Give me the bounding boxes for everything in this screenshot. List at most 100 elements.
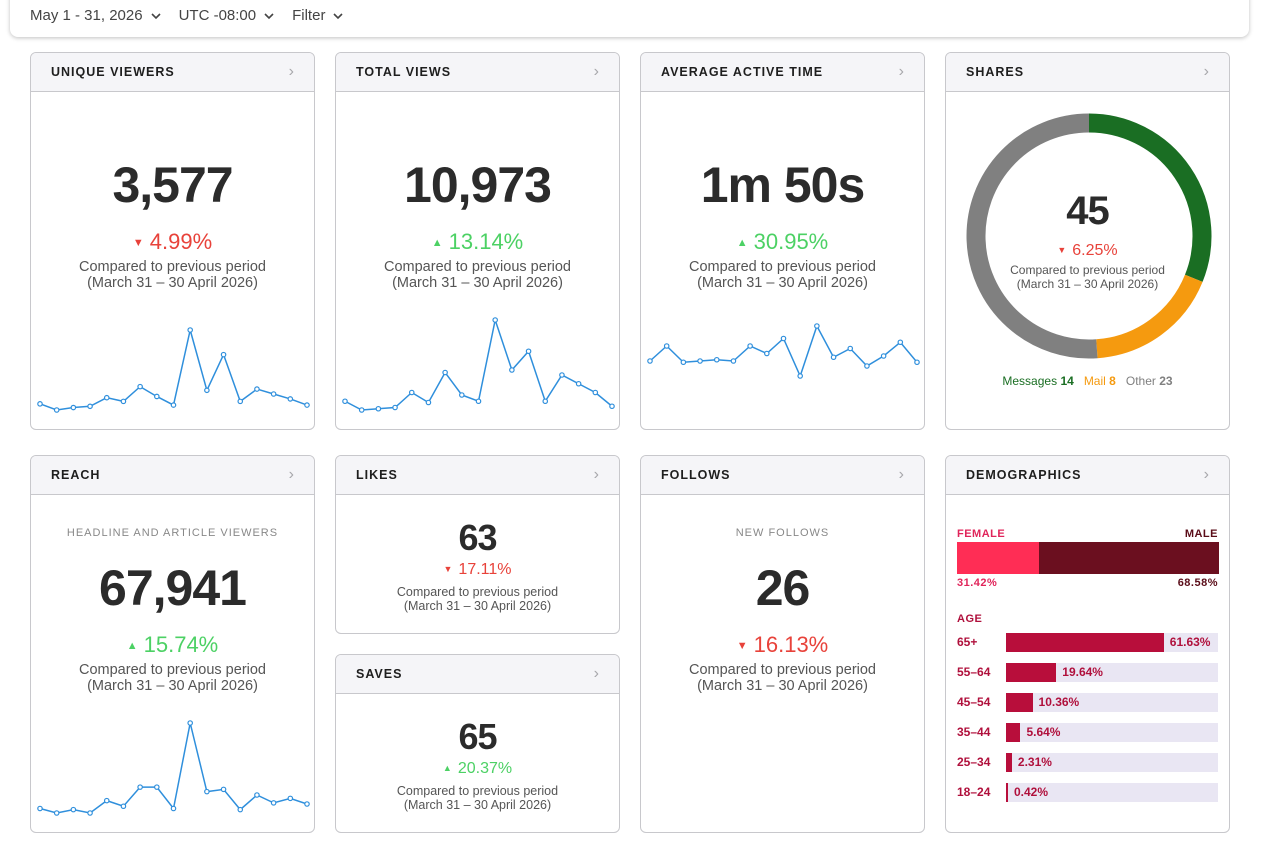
male-label: MALE [1184,528,1218,540]
age-row: 25–34 2.31% [957,752,1218,772]
up-arrow-icon: ▲ [736,237,748,249]
sparkline-point [53,407,60,413]
sparkline-point [204,788,210,795]
sparkline-point [880,353,887,359]
sparkline-point [237,398,244,405]
sparkline-point [70,404,77,411]
sparkline-point [220,786,227,793]
sparkline-point [358,407,365,413]
sparkline-point [87,403,93,410]
card-title: SAVES [356,667,403,681]
chevron-right-icon: › [593,665,599,682]
reach-header[interactable]: REACH › [31,456,314,495]
age-row: 35–44 5.64% [957,722,1218,742]
sparkline-point [442,369,448,376]
donut-slice-messages [1088,113,1212,282]
age-bar-track [1006,633,1218,652]
chevron-right-icon: › [288,63,294,80]
sparkline-point [663,343,670,349]
total-views-value: 10,973 [404,157,552,213]
age-row-label: 45–54 [957,695,991,709]
compare-text: Compared to previous period (March 31 – 3… [396,585,559,613]
age-bar-track [1006,723,1218,742]
filter-dropdown[interactable]: Filter [292,7,344,24]
sparkline-point [37,805,43,812]
chevron-right-icon: › [1203,466,1209,483]
sparkline-point [408,389,415,396]
chevron-right-icon: › [898,466,904,483]
up-arrow-icon: ▲ [431,237,443,249]
sparkline-point [137,383,143,390]
gender-bar [957,542,1219,574]
sparkline-point [237,806,244,813]
chevron-down-icon [151,12,161,19]
timezone-dropdown[interactable]: UTC -08:00 [179,7,275,24]
sparkline-point [780,335,787,342]
sparkline-point [342,398,348,405]
sparkline-point [764,350,770,357]
sparkline-point [425,399,432,406]
age-row-value: 5.64% [1026,725,1061,739]
shares-change: ▼ 6.25% [1057,242,1118,259]
card-title: DEMOGRAPHICS [966,468,1082,482]
sparkline-point [814,323,820,329]
sparkline-point [609,403,615,410]
sparkline-point [37,401,43,407]
saves-header[interactable]: SAVES › [336,655,619,694]
card-title: UNIQUE VIEWERS [51,65,175,79]
age-row-label: 65+ [957,635,978,649]
card-title: LIKES [356,468,398,482]
legend-other: Other 23 [1125,374,1173,388]
sparkline-point [697,358,703,364]
chevron-right-icon: › [288,466,294,483]
sparkline-point [187,720,193,726]
sparkline-point [254,792,260,798]
age-bar-track [1006,783,1218,802]
sparkline-point [137,784,143,790]
shares-donut-chart [966,113,1212,359]
legend-mail: Mail 8 [1083,374,1116,388]
male-pct: 68.58% [1177,577,1218,589]
follows-header[interactable]: FOLLOWS › [641,456,924,495]
compare-text: Compared to previous period (March 31 – 3… [384,259,571,291]
female-bar [957,542,1040,574]
age-bar-fill [1006,783,1008,802]
chevron-right-icon: › [593,466,599,483]
avg-active-time-header[interactable]: AVERAGE ACTIVE TIME › [641,53,924,92]
unique-viewers-header[interactable]: UNIQUE VIEWERS › [31,53,314,92]
date-range-label: May 1 - 31, 2026 [30,7,143,24]
age-row: 18–24 0.42% [957,782,1218,802]
sparkline-path [649,324,918,379]
sparkline-point [713,356,720,363]
total-views-header[interactable]: TOTAL VIEWS › [336,53,619,92]
age-row-label: 35–44 [957,725,991,739]
age-label: AGE [957,613,983,625]
age-row-label: 25–34 [957,755,991,769]
chevron-down-icon [264,12,274,19]
age-bar-fill [1006,753,1012,772]
up-arrow-icon: ▲ [126,640,138,652]
shares-header[interactable]: SHARES › [946,53,1229,92]
likes-value: 63 [458,517,497,558]
sparkline-point [509,367,515,373]
sparkline-point [103,797,110,804]
age-row: 45–54 10.36% [957,692,1218,712]
demographics-header[interactable]: DEMOGRAPHICS › [946,456,1229,495]
date-range-dropdown[interactable]: May 1 - 31, 2026 [30,7,161,24]
sparkline-point [270,391,277,397]
sparkline-point [287,396,294,402]
likes-header[interactable]: LIKES › [336,456,619,495]
sparkline-point [120,803,127,810]
sparkline-path [344,317,613,411]
sparkline-point [170,402,177,408]
reach-card: REACH › HEADLINE AND ARTICLE VIEWERS 67,… [30,455,315,833]
compare-text: Compared to previous period (March 31 – 3… [79,259,266,291]
sparkline-path [39,722,308,814]
reach-value: 67,941 [99,560,247,616]
demographics-card: DEMOGRAPHICS › FEMALE MALE 31.42% 68.58%… [945,455,1230,833]
down-arrow-icon: ▼ [736,640,748,652]
likes-card: LIKES › 63 ▼ 17.11% Compared to previous … [335,455,620,634]
compare-text: Compared to previous period (March 31 – 3… [79,662,266,694]
sparkline-point [559,372,565,378]
unique-viewers-card: UNIQUE VIEWERS › 3,577 ▼ 4.99% Compared t… [30,52,315,430]
